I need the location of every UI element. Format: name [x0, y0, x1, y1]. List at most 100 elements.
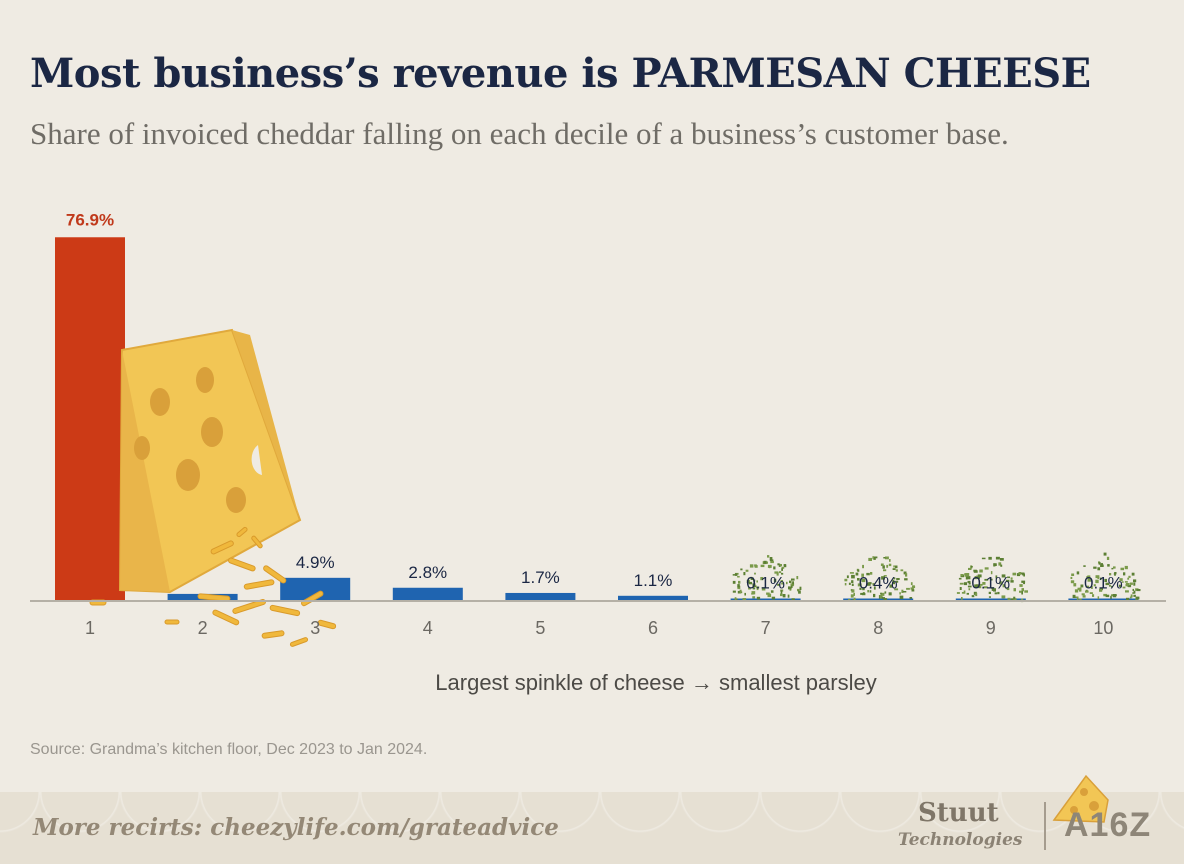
parsley-fleck [779, 564, 782, 567]
parsley-fleck [872, 583, 875, 586]
parsley-fleck [998, 562, 1002, 566]
parsley-fleck [1074, 589, 1079, 593]
parsley-fleck [849, 572, 854, 574]
parsley-fleck [1020, 572, 1025, 575]
parsley-fleck [994, 592, 998, 595]
parsley-fleck [1095, 579, 1099, 584]
parsley-fleck [756, 586, 759, 591]
footer-link[interactable]: More recirts: cheezylife.com/grateadvice [33, 814, 559, 841]
parsley-fleck [1080, 584, 1084, 588]
parsley-fleck [899, 595, 904, 599]
parsley-fleck [778, 571, 782, 574]
parsley-fleck [967, 585, 972, 588]
parsley-fleck [997, 591, 1000, 595]
parsley-fleck [1079, 598, 1082, 601]
parsley-fleck [882, 565, 885, 569]
parsley-fleck [1132, 588, 1134, 591]
parsley-fleck [1099, 577, 1102, 580]
x-tick-5: 5 [535, 618, 545, 638]
parsley-fleck [776, 572, 779, 576]
parsley-fleck [789, 580, 792, 583]
parsley-fleck [763, 560, 767, 564]
parsley-fleck [975, 592, 978, 597]
parsley-fleck [988, 556, 992, 560]
parsley-fleck [744, 592, 746, 596]
parsley-fleck [1083, 565, 1086, 567]
parsley-fleck [1127, 577, 1130, 580]
parsley-fleck [1119, 578, 1123, 582]
bar-4 [392, 587, 463, 601]
parsley-fleck [963, 590, 966, 594]
bar-6 [618, 595, 688, 601]
parsley-fleck [968, 582, 971, 585]
parsley-fleck [1092, 594, 1095, 597]
parsley-fleck [753, 579, 756, 582]
parsley-fleck [861, 573, 864, 577]
parsley-fleck [746, 579, 750, 583]
parsley-fleck [883, 557, 886, 559]
parsley-fleck [855, 572, 859, 576]
parsley-fleck [979, 569, 983, 573]
parsley-fleck [1109, 584, 1111, 587]
parsley-fleck [892, 579, 895, 583]
parsley-fleck [968, 567, 972, 570]
parsley-fleck [991, 587, 994, 591]
parsley-fleck [1098, 562, 1101, 565]
parsley-fleck [984, 567, 989, 570]
parsley-fleck [732, 590, 736, 593]
parsley-fleck [894, 588, 899, 591]
parsley-fleck [909, 597, 913, 599]
parsley-fleck [1099, 588, 1103, 592]
parsley-fleck [1071, 573, 1075, 576]
footer-bar: More recirts: cheezylife.com/grateadvice… [0, 774, 1184, 864]
source-note: Source: Grandma’s kitchen floor, Dec 202… [30, 741, 428, 758]
parsley-fleck [966, 592, 969, 595]
data-label-9: 0.1% [971, 574, 1010, 593]
parsley-fleck [737, 584, 740, 588]
parsley-fleck [964, 573, 968, 577]
parsley-fleck [883, 598, 887, 602]
parsley-fleck [768, 566, 771, 569]
parsley-fleck [761, 587, 766, 591]
parsley-fleck [1111, 585, 1113, 588]
parsley-fleck [1021, 591, 1023, 595]
parsley-fleck [971, 595, 975, 598]
parsley-fleck [960, 574, 964, 577]
parsley-fleck [981, 557, 986, 560]
parsley-fleck [751, 593, 754, 595]
parsley-fleck [861, 578, 866, 583]
parsley-fleck [1010, 577, 1013, 580]
parsley-fleck [866, 572, 870, 576]
parsley-fleck [1118, 584, 1122, 587]
parsley-fleck [1104, 578, 1107, 582]
data-label-10: 0.1% [1084, 574, 1123, 593]
parsley-fleck [900, 569, 904, 572]
parsley-fleck [752, 587, 756, 590]
parsley-fleck [892, 581, 895, 585]
parsley-fleck [867, 590, 869, 593]
bar-7 [730, 598, 801, 601]
parsley-fleck [1131, 572, 1135, 576]
parsley-fleck [880, 592, 882, 595]
parsley-fleck [751, 591, 756, 595]
parsley-fleck [978, 585, 982, 589]
brand-logo-technologies: Technologies [898, 830, 1023, 850]
parsley-fleck [771, 596, 776, 600]
parsley-fleck [1128, 575, 1131, 578]
x-tick-10: 10 [1093, 618, 1113, 638]
parsley-fleck [798, 590, 801, 594]
parsley-fleck [1113, 566, 1116, 569]
parsley-fleck [1085, 590, 1089, 593]
x-tick-4: 4 [423, 618, 433, 638]
parsley-fleck [1005, 587, 1009, 590]
parsley-fleck [904, 578, 908, 581]
cheese-logo-icon [1052, 774, 1109, 823]
parsley-fleck [749, 564, 754, 568]
parsley-fleck [1125, 590, 1129, 593]
parsley-fleck [780, 593, 783, 597]
parsley-fleck [867, 583, 869, 586]
parsley-fleck [910, 587, 914, 590]
parsley-fleck [853, 597, 856, 600]
parsley-fleck [1010, 580, 1014, 583]
parsley-fleck [743, 572, 746, 576]
